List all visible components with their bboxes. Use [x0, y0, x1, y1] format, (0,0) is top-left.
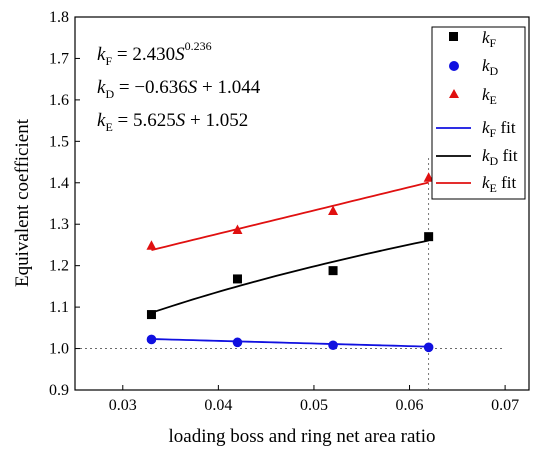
- plot-frame: [74, 16, 530, 391]
- legend-marker-kD: [449, 61, 459, 71]
- legend-label-kF-fit: kF fit: [482, 118, 516, 140]
- y-tick-label-9: 1.8: [49, 9, 69, 26]
- fit-line-1: [151, 338, 429, 348]
- legend-label-kD-fit: kD fit: [482, 146, 518, 168]
- point-kE-2: [328, 205, 339, 215]
- x-tick-label-4: 0.07: [491, 397, 519, 414]
- y-tick-label-8: 1.7: [49, 50, 69, 67]
- point-kF-3: [424, 232, 434, 242]
- x-tick-label-2: 0.05: [300, 397, 328, 414]
- point-kE-0: [146, 240, 157, 250]
- x-tick-label-1: 0.04: [204, 397, 232, 414]
- y-tick-label-0: 0.9: [49, 382, 69, 399]
- y-tick-label-5: 1.4: [49, 175, 69, 192]
- legend-marker-kE: [449, 89, 459, 98]
- fit-line-2: [151, 181, 429, 251]
- point-kD-3: [423, 342, 434, 353]
- y-tick-label-4: 1.3: [49, 216, 69, 233]
- legend-label-kF: kF: [482, 28, 497, 50]
- point-kD-1: [232, 337, 243, 348]
- fit-line-0: [151, 239, 429, 314]
- point-kF-1: [232, 274, 242, 284]
- legend-label-kE-fit: kE fit: [482, 173, 517, 195]
- point-kE-3: [423, 172, 434, 182]
- equation-kE: kE = 5.625S + 1.052: [97, 110, 248, 134]
- point-kE-1: [232, 224, 243, 235]
- plot-area: 0.03 0.04 0.05 0.06 0.07 0.9 1.0 1.1 1.2 1.3 1.4 1…: [49, 9, 530, 414]
- equation-kF: kF = 2.430S0.236: [97, 39, 212, 68]
- y-tick-label-6: 1.5: [49, 133, 69, 150]
- x-axis-ticks: 0.03 0.04 0.05 0.06 0.07: [109, 385, 519, 414]
- x-axis-label: loading boss and ring net area ratio: [169, 426, 436, 447]
- legend-marker-kF: [449, 32, 458, 41]
- x-tick-label-3: 0.06: [396, 397, 424, 414]
- legend-label-kD: kD: [482, 56, 499, 78]
- y-tick-label-3: 1.2: [49, 258, 69, 275]
- y-tick-label-1: 1.0: [49, 341, 69, 358]
- data-points: [146, 172, 434, 353]
- y-axis-ticks: 0.9 1.0 1.1 1.2 1.3 1.4 1.5 1.6 1.7 1.8: [49, 9, 80, 399]
- y-axis-label: Equivalent coefficient: [12, 118, 33, 287]
- y-tick-label-2: 1.1: [49, 299, 69, 316]
- legend-frame: [431, 26, 526, 200]
- point-kF-2: [328, 266, 338, 276]
- equation-kD: kD = −0.636S + 1.044: [97, 77, 261, 101]
- legend-label-kE: kE: [482, 85, 497, 107]
- point-kF-0: [146, 310, 156, 320]
- legend: kF kD kE kF fit kD fit kE fit: [431, 26, 526, 200]
- y-tick-label-7: 1.6: [49, 92, 69, 109]
- point-kD-0: [146, 334, 157, 345]
- x-tick-label-0: 0.03: [109, 397, 137, 414]
- fit-lines: [151, 181, 429, 348]
- fit-equations: kF = 2.430S0.236 kD = −0.636S + 1.044 kE…: [97, 39, 261, 134]
- point-kD-2: [328, 340, 338, 351]
